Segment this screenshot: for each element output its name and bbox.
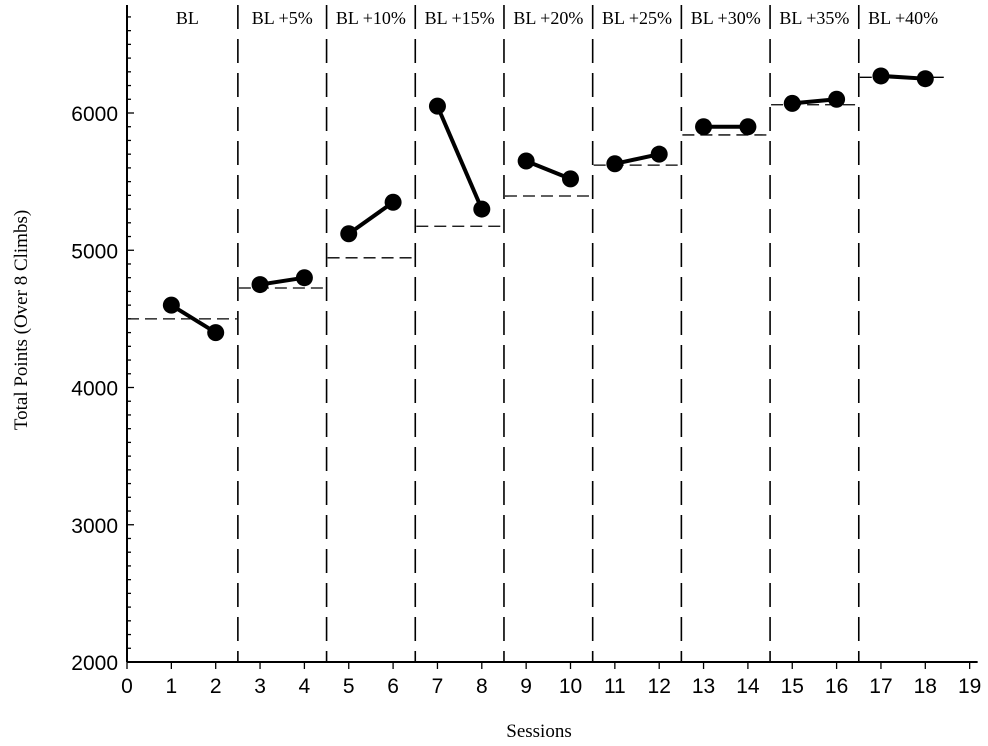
phase-label: BL +30% <box>691 8 761 28</box>
data-point <box>916 70 934 88</box>
x-tick-label: 1 <box>166 675 178 698</box>
criterion-lines <box>127 76 949 320</box>
data-point <box>828 90 846 108</box>
phase-label: BL +15% <box>425 8 495 28</box>
x-tick-label: 4 <box>299 675 311 698</box>
phase-labels: BL BL +5% BL +10% BL +15% BL +20% BL +25% BL +… <box>176 8 938 28</box>
phase-change-lines <box>237 5 860 662</box>
phase-label: BL <box>176 8 199 28</box>
x-tick-label: 8 <box>476 675 488 698</box>
phase-label: BL +40% <box>868 8 938 28</box>
data-point <box>872 67 890 85</box>
phase-label: BL +35% <box>779 8 849 28</box>
data-point <box>562 170 579 188</box>
series-line <box>170 303 217 335</box>
data-point <box>428 97 446 115</box>
data-point <box>384 193 402 211</box>
data-point <box>473 200 491 218</box>
x-tick-label: 5 <box>343 675 355 698</box>
data-point <box>251 276 269 294</box>
phase-label: BL +5% <box>252 8 313 28</box>
data-point <box>517 152 535 170</box>
x-tick-label: 7 <box>432 675 444 698</box>
data-series <box>162 67 934 342</box>
phase-label: BL +20% <box>513 8 583 28</box>
x-tick-label: 10 <box>559 675 582 698</box>
phase-label: BL +10% <box>336 8 406 28</box>
data-point <box>695 118 713 136</box>
y-tick-label: 2000 <box>71 652 118 675</box>
x-tick-label: 13 <box>692 675 715 698</box>
x-tick-label: 17 <box>869 675 892 698</box>
data-point <box>295 269 313 287</box>
x-tick-label: 16 <box>825 675 848 698</box>
x-tick-label: 12 <box>648 675 671 698</box>
x-tick-label: 2 <box>210 675 222 698</box>
y-tick-label: 3000 <box>71 515 118 538</box>
data-point <box>739 118 757 136</box>
x-tick-label: 3 <box>254 675 266 698</box>
data-point <box>207 324 225 342</box>
data-point <box>340 225 358 243</box>
y-tick-label: 5000 <box>71 240 118 263</box>
x-tick-label: 18 <box>914 675 937 698</box>
series-line <box>347 200 395 236</box>
y-axis-title: Total Points (Over 8 Climbs) <box>11 210 32 430</box>
data-point <box>650 145 668 163</box>
x-axis-title: Sessions <box>506 721 571 742</box>
x-tick-label: 11 <box>604 675 626 698</box>
phase-label: BL +25% <box>602 8 672 28</box>
data-point <box>162 296 180 314</box>
x-tick-label: 6 <box>387 675 399 698</box>
x-tick-label: 19 <box>958 675 981 698</box>
x-tick-label: 0 <box>121 675 133 698</box>
x-tick-label: 9 <box>520 675 532 698</box>
data-point <box>783 94 801 112</box>
data-point <box>606 155 624 173</box>
y-tick-label: 4000 <box>71 378 118 401</box>
y-tick-label: 6000 <box>71 103 118 126</box>
x-tick-label: 14 <box>736 675 760 698</box>
series-line <box>435 105 484 210</box>
x-tick-label: 15 <box>781 675 804 698</box>
